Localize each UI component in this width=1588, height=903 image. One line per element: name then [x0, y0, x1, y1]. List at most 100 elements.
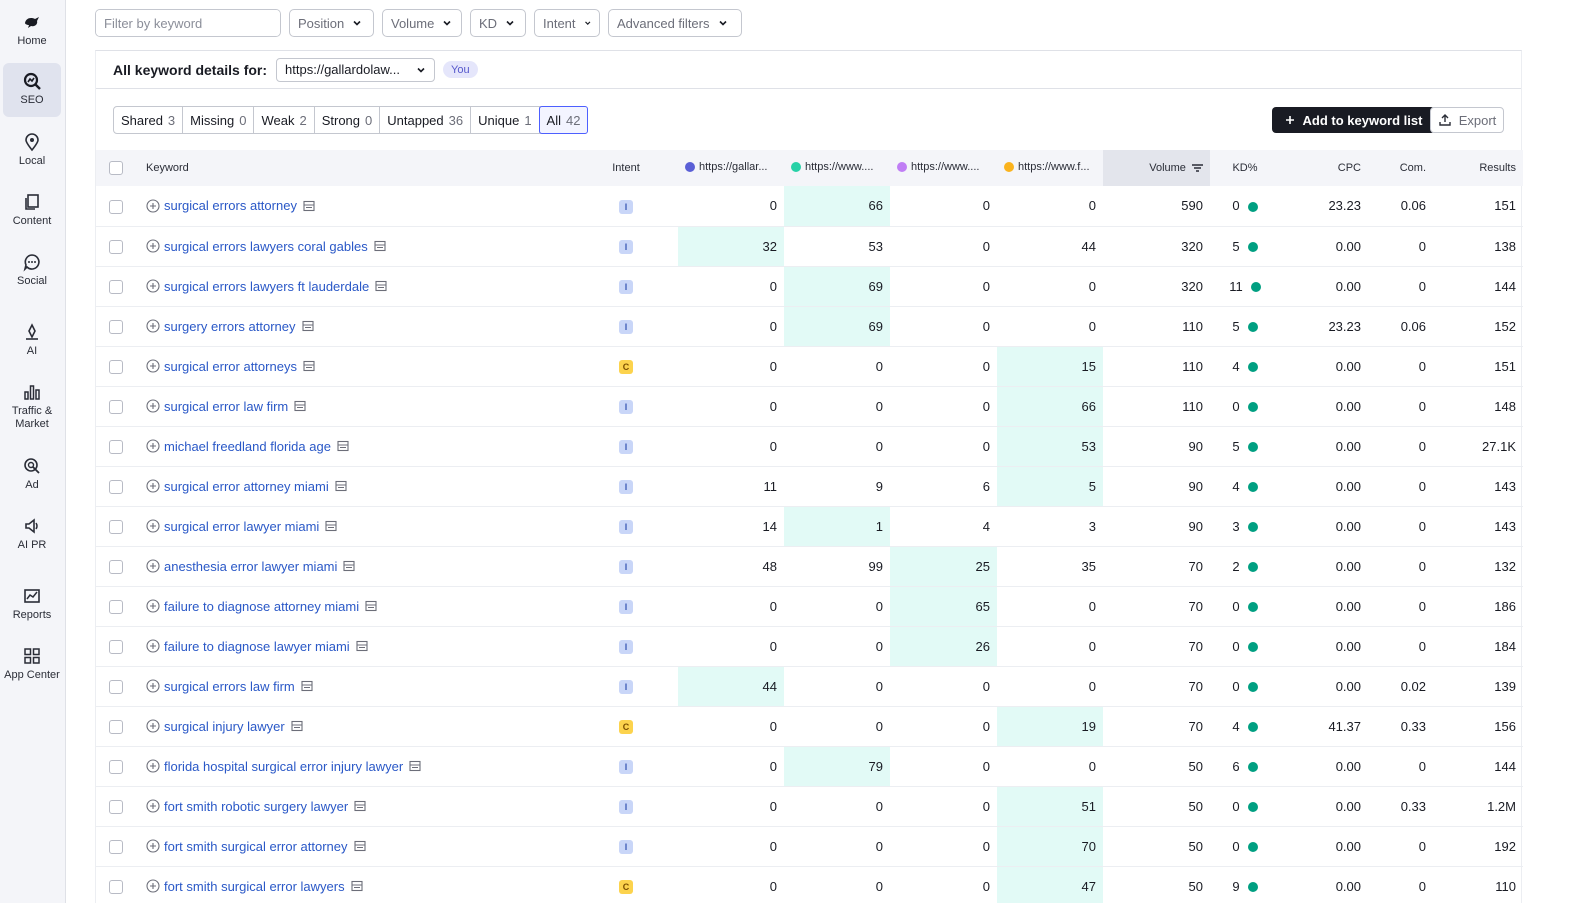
keyword-link[interactable]: surgery errors attorney	[164, 318, 296, 334]
keyword-link[interactable]: fort smith robotic surgery lawyer	[164, 798, 349, 814]
serp-features-icon[interactable]	[301, 320, 314, 332]
row-checkbox[interactable]	[109, 799, 123, 814]
add-circle-icon[interactable]	[146, 679, 160, 693]
domain4-column-header[interactable]: https://www.f...	[997, 150, 1103, 186]
sidebar-item-ad[interactable]: Ad	[3, 448, 61, 500]
segment-tab-strong[interactable]: Strong 0	[315, 107, 381, 133]
serp-features-icon[interactable]	[291, 720, 303, 732]
intent-badge[interactable]: I	[619, 840, 633, 854]
serp-features-icon[interactable]	[353, 840, 366, 852]
keyword-link[interactable]: surgical error law firm	[164, 398, 289, 414]
add-circle-icon[interactable]	[146, 839, 160, 853]
row-checkbox[interactable]	[109, 479, 123, 494]
add-circle-icon[interactable]	[146, 639, 160, 653]
row-checkbox[interactable]	[109, 519, 123, 534]
intent-badge[interactable]: I	[619, 640, 633, 654]
intent-badge[interactable]: C	[619, 720, 633, 734]
row-checkbox[interactable]	[109, 559, 123, 574]
kd-column-header[interactable]: KD%	[1210, 150, 1280, 186]
intent-badge[interactable]: I	[619, 680, 633, 694]
keyword-link[interactable]: fort smith surgical error attorney	[164, 838, 348, 854]
sidebar-item-local[interactable]: Local	[3, 124, 61, 176]
export-button[interactable]: Export	[1430, 107, 1504, 133]
intent-badge[interactable]: C	[619, 360, 633, 374]
results-column-header[interactable]: Results	[1433, 150, 1523, 186]
segment-tab-missing[interactable]: Missing 0	[183, 107, 255, 133]
add-circle-icon[interactable]	[146, 279, 160, 293]
row-checkbox[interactable]	[109, 279, 123, 294]
sidebar-item-social[interactable]: Social	[3, 244, 61, 296]
keyword-link[interactable]: florida hospital surgical error injury l…	[164, 758, 404, 774]
keyword-link[interactable]: surgical error attorneys	[164, 358, 297, 374]
serp-features-icon[interactable]	[303, 200, 315, 212]
keyword-link[interactable]: surgical errors lawyers coral gables	[164, 238, 368, 254]
row-checkbox[interactable]	[109, 439, 123, 454]
serp-features-icon[interactable]	[303, 360, 315, 372]
advanced-filters[interactable]: Advanced filters	[608, 9, 742, 37]
serp-features-icon[interactable]	[337, 440, 349, 452]
serp-features-icon[interactable]	[294, 400, 306, 412]
add-to-keyword-list-button[interactable]: Add to keyword list	[1272, 107, 1435, 133]
keyword-link[interactable]: surgical errors attorney	[164, 198, 297, 214]
add-circle-icon[interactable]	[146, 599, 160, 613]
serp-features-icon[interactable]	[409, 760, 421, 772]
row-checkbox[interactable]	[109, 679, 123, 694]
add-circle-icon[interactable]	[146, 559, 160, 573]
intent-badge[interactable]: I	[619, 199, 633, 214]
add-circle-icon[interactable]	[146, 879, 160, 893]
keyword-link[interactable]: anesthesia error lawyer miami	[164, 558, 338, 574]
row-checkbox[interactable]	[109, 719, 123, 734]
add-circle-icon[interactable]	[146, 519, 160, 533]
add-circle-icon[interactable]	[146, 359, 160, 373]
intent-badge[interactable]: I	[619, 560, 633, 574]
add-circle-icon[interactable]	[146, 759, 160, 773]
sidebar-item-home[interactable]: Home	[3, 4, 61, 56]
add-circle-icon[interactable]	[146, 319, 160, 333]
add-circle-icon[interactable]	[146, 439, 160, 453]
keyword-filter-input[interactable]	[96, 10, 280, 36]
keyword-link[interactable]: fort smith surgical error lawyers	[164, 878, 345, 894]
serp-features-icon[interactable]	[354, 800, 366, 812]
row-checkbox[interactable]	[109, 839, 123, 854]
intent-badge[interactable]: C	[619, 880, 633, 894]
row-checkbox[interactable]	[109, 399, 123, 414]
intent-badge[interactable]: I	[619, 240, 633, 254]
intent-filter[interactable]: Intent	[534, 9, 600, 37]
kd-filter[interactable]: KD	[470, 9, 526, 37]
add-circle-icon[interactable]	[146, 399, 160, 413]
segment-tab-unique[interactable]: Unique 1	[471, 107, 540, 133]
serp-features-icon[interactable]	[335, 480, 347, 492]
volume-filter[interactable]: Volume	[382, 9, 462, 37]
row-checkbox[interactable]	[109, 639, 123, 654]
sidebar-item-ai-pr[interactable]: AI PR	[3, 508, 61, 560]
domain1-column-header[interactable]: https://gallar...	[678, 150, 784, 186]
sidebar-item-reports[interactable]: Reports	[3, 578, 61, 630]
domain3-column-header[interactable]: https://www....	[890, 150, 997, 186]
serp-features-icon[interactable]	[325, 520, 337, 532]
sidebar-item-content[interactable]: Content	[3, 184, 61, 236]
sidebar-item-ai[interactable]: AI	[3, 314, 61, 366]
add-circle-icon[interactable]	[146, 199, 160, 213]
keyword-link[interactable]: surgical errors law firm	[164, 678, 295, 694]
add-circle-icon[interactable]	[146, 239, 160, 253]
add-circle-icon[interactable]	[146, 799, 160, 813]
serp-features-icon[interactable]	[301, 680, 313, 692]
row-checkbox[interactable]	[109, 239, 123, 254]
keyword-link[interactable]: surgical error lawyer miami	[164, 518, 320, 534]
intent-badge[interactable]: I	[619, 440, 633, 454]
serp-features-icon[interactable]	[365, 600, 377, 612]
serp-features-icon[interactable]	[374, 240, 386, 252]
keyword-link[interactable]: surgical injury lawyer	[164, 718, 285, 734]
intent-badge[interactable]: I	[619, 320, 633, 334]
segment-tab-shared[interactable]: Shared 3	[114, 107, 184, 133]
domain2-column-header[interactable]: https://www....	[784, 150, 890, 186]
position-filter[interactable]: Position	[289, 9, 374, 37]
row-checkbox[interactable]	[109, 879, 123, 894]
keyword-link[interactable]: michael freedland florida age	[164, 438, 331, 454]
cpc-column-header[interactable]: CPC	[1280, 150, 1368, 186]
keyword-link[interactable]: surgical error attorney miami	[164, 478, 329, 494]
com-column-header[interactable]: Com.	[1368, 150, 1433, 186]
serp-features-icon[interactable]	[375, 280, 387, 292]
intent-badge[interactable]: I	[619, 600, 633, 614]
sidebar-item-app-center[interactable]: App Center	[3, 638, 61, 704]
